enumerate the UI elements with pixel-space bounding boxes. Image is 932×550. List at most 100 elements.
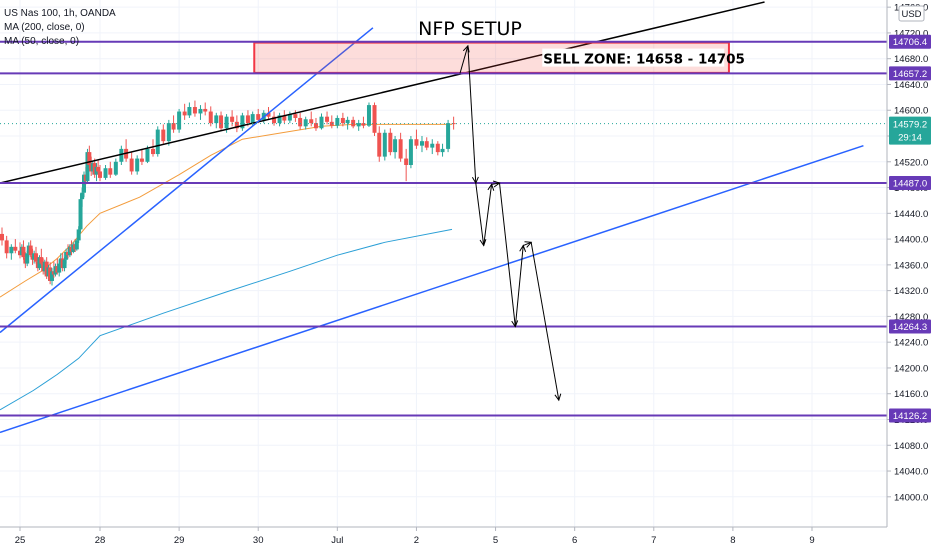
sell-zone-layer: SELL ZONE: 14658 - 14705 bbox=[253, 41, 745, 74]
time-tick-label: 2 bbox=[414, 535, 419, 546]
legend: US Nas 100, 1h, OANDA MA (200, close, 0)… bbox=[4, 8, 116, 47]
time-tick-label: Jul bbox=[331, 535, 343, 546]
candle bbox=[356, 119, 361, 131]
price-tick-label: 14360.0 bbox=[894, 260, 928, 271]
candle bbox=[78, 193, 83, 233]
candle bbox=[219, 111, 224, 131]
candle-body bbox=[108, 168, 113, 175]
candle-body bbox=[446, 123, 451, 149]
candle bbox=[34, 246, 38, 264]
price-tick-label: 14680.0 bbox=[894, 54, 928, 65]
candle-body bbox=[34, 253, 38, 262]
grid-layer bbox=[0, 0, 887, 527]
candle-body bbox=[424, 141, 429, 148]
projection-arrow-shaft bbox=[467, 45, 477, 184]
time-axis-panel bbox=[0, 527, 932, 550]
projection-arrow bbox=[523, 241, 533, 248]
candle bbox=[21, 240, 26, 260]
price-tick-label: 14000.0 bbox=[894, 492, 928, 503]
candle-body bbox=[25, 253, 30, 264]
candle-body bbox=[208, 111, 213, 124]
candle bbox=[319, 113, 324, 130]
time-tick-label: 28 bbox=[95, 535, 106, 546]
currency-button[interactable]: USD bbox=[898, 5, 925, 22]
projection-arrow-shaft bbox=[491, 182, 500, 185]
candle bbox=[377, 126, 382, 162]
candle-body bbox=[250, 114, 255, 124]
candle-body bbox=[282, 115, 287, 121]
candle bbox=[9, 244, 14, 260]
candle-body bbox=[272, 116, 277, 124]
horizontal-levels-layer bbox=[0, 40, 887, 417]
candle bbox=[340, 112, 345, 127]
candle bbox=[155, 126, 160, 157]
candle bbox=[293, 110, 298, 122]
candle bbox=[171, 115, 176, 133]
candle bbox=[419, 136, 424, 153]
candle-body bbox=[382, 132, 387, 157]
candle-body bbox=[62, 259, 67, 269]
candle bbox=[388, 128, 393, 156]
candle bbox=[74, 239, 79, 251]
candle-body bbox=[414, 139, 419, 146]
candle bbox=[408, 136, 413, 169]
candle bbox=[177, 108, 182, 133]
time-tick-label: 6 bbox=[572, 535, 577, 546]
candle-body bbox=[219, 115, 224, 129]
candle-body bbox=[361, 123, 366, 126]
candle bbox=[129, 152, 134, 175]
projection-arrow bbox=[467, 45, 479, 185]
candle bbox=[345, 116, 350, 130]
candle-body bbox=[372, 105, 377, 133]
candle-body bbox=[377, 132, 382, 157]
projection-arrow-shaft bbox=[459, 45, 469, 74]
candle bbox=[451, 116, 456, 130]
price-tick-label: 14160.0 bbox=[894, 389, 928, 400]
candle bbox=[108, 161, 113, 178]
candle-body bbox=[398, 139, 403, 159]
projection-arrow-shaft bbox=[499, 182, 516, 327]
sell-zone-label-background bbox=[542, 48, 725, 67]
time-tick-label: 5 bbox=[493, 535, 498, 546]
price-tick-label: 14520.0 bbox=[894, 157, 928, 168]
candle-body bbox=[21, 246, 26, 258]
candle-body bbox=[293, 114, 298, 118]
candle bbox=[39, 248, 44, 265]
level-price-badge bbox=[889, 66, 931, 81]
candle bbox=[240, 112, 245, 131]
candle-body bbox=[340, 117, 345, 124]
level-price-badge-label: 14657.2 bbox=[893, 69, 927, 80]
projection-arrow-shaft bbox=[483, 184, 493, 246]
trendline bbox=[0, 27, 374, 334]
last-price-countdown: 29:14 bbox=[898, 133, 922, 144]
candle bbox=[187, 102, 192, 118]
level-price-badge bbox=[889, 176, 931, 191]
candle-body bbox=[203, 108, 208, 112]
legend-ma50: MA (50, close, 0) bbox=[4, 36, 79, 47]
candle bbox=[282, 110, 287, 124]
currency-label: USD bbox=[901, 9, 921, 20]
candle-body bbox=[145, 148, 150, 162]
level-price-badge bbox=[889, 319, 931, 334]
candle-body bbox=[28, 245, 33, 256]
last-price-badge bbox=[889, 116, 931, 145]
candle-body bbox=[388, 132, 393, 153]
candle-body bbox=[98, 171, 102, 178]
projection-arrow-shaft bbox=[475, 182, 485, 246]
sell-zone-label: SELL ZONE: 14658 - 14705 bbox=[543, 52, 745, 68]
candle-body bbox=[198, 108, 203, 114]
candle-body bbox=[230, 116, 235, 122]
candle-body bbox=[50, 271, 54, 281]
price-tick-label: 14240.0 bbox=[894, 338, 928, 349]
candle-body bbox=[192, 107, 197, 114]
candle-body bbox=[366, 105, 371, 126]
time-tick-label: 25 bbox=[15, 535, 26, 546]
projection-arrow-head bbox=[492, 180, 501, 188]
time-tick-label: 7 bbox=[651, 535, 656, 546]
candle-body bbox=[277, 115, 282, 124]
candle-body bbox=[313, 123, 318, 129]
candle bbox=[113, 158, 118, 176]
candle-body bbox=[214, 115, 219, 124]
